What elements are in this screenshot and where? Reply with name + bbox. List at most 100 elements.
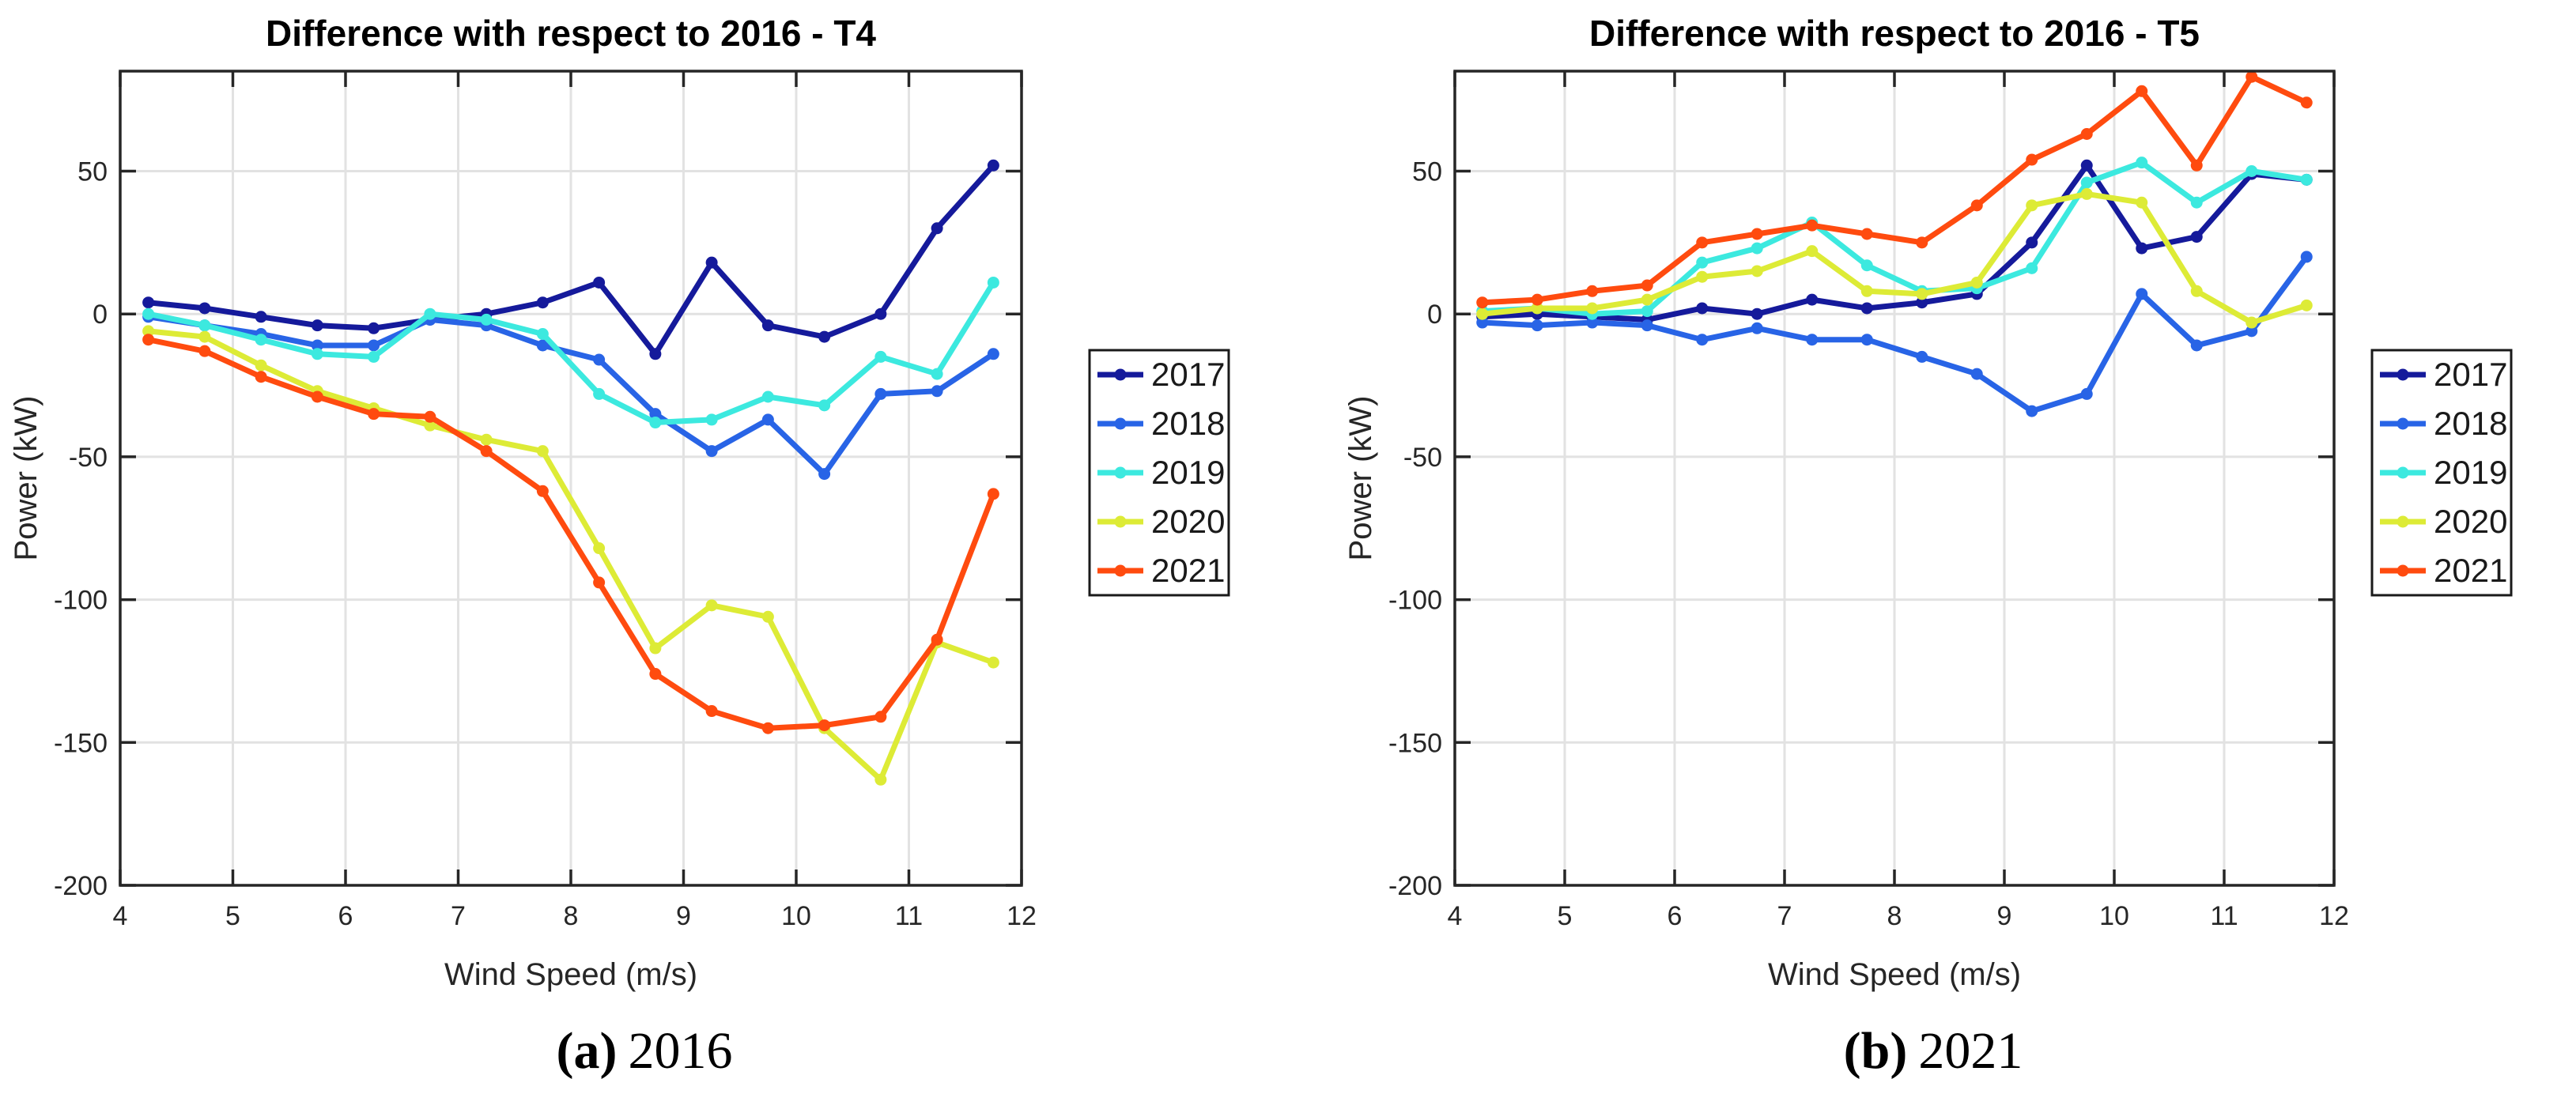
data-point: [2026, 262, 2038, 274]
data-point: [2300, 96, 2313, 109]
data-point: [2026, 153, 2038, 166]
data-point: [2190, 231, 2203, 243]
legend-marker-sample: [1114, 466, 1127, 479]
y-tick-label: 50: [1412, 157, 1442, 187]
y-tick-label: -50: [1403, 443, 1442, 473]
data-point: [1751, 265, 1763, 277]
data-point: [2246, 316, 2258, 329]
data-point: [2300, 173, 2313, 186]
series-2021: [1476, 70, 2313, 309]
data-point: [368, 322, 380, 334]
data-point: [1586, 316, 1599, 329]
data-point: [1696, 302, 1709, 315]
series-2020-line: [145, 328, 996, 783]
data-point: [1860, 228, 1873, 240]
data-point: [2190, 285, 2203, 297]
data-point: [1806, 245, 1819, 258]
data-point: [255, 359, 267, 372]
caption-b: (b) 2021: [1289, 1021, 2576, 1081]
data-point: [480, 445, 493, 458]
x-tick-label: 6: [338, 901, 353, 931]
data-point: [480, 433, 493, 446]
y-tick-label: 0: [1427, 300, 1442, 330]
data-point: [818, 330, 831, 343]
data-point: [1970, 199, 1983, 212]
data-point: [198, 319, 211, 332]
data-point: [142, 325, 155, 338]
legend-label: 2018: [2434, 405, 2507, 442]
data-point: [2246, 70, 2258, 83]
legend-label: 2020: [1151, 503, 1225, 540]
legend-marker-sample: [1114, 564, 1127, 577]
legend-entry-2017: 2017: [1097, 356, 1225, 393]
data-point: [1860, 302, 1873, 315]
tick-marks: [1453, 71, 2336, 887]
data-point: [2080, 128, 2093, 141]
data-point: [705, 445, 718, 458]
data-point: [142, 307, 155, 320]
legend-marker-sample: [2397, 466, 2409, 479]
data-point: [142, 296, 155, 309]
legend-marker-sample: [2397, 368, 2409, 381]
data-point: [649, 668, 662, 681]
x-tick-label: 10: [2099, 901, 2129, 931]
data-point: [649, 348, 662, 360]
data-point: [874, 773, 887, 786]
legend-marker-sample: [1114, 515, 1127, 528]
caption-a-year: 2016: [628, 1022, 733, 1080]
data-point: [1531, 293, 1543, 306]
legend-entry-2021: 2021: [1097, 552, 1225, 589]
series-2018-line: [1479, 254, 2310, 414]
data-point: [198, 330, 211, 343]
data-point: [2026, 199, 2038, 212]
data-point: [311, 339, 323, 352]
data-point: [705, 413, 718, 426]
y-tick-label: 50: [77, 157, 108, 187]
series-2019: [142, 276, 999, 429]
caption-a-marker: (a): [556, 1022, 618, 1080]
data-point: [1696, 256, 1709, 269]
x-tick-label: 7: [451, 901, 466, 931]
data-point: [536, 485, 549, 497]
data-point: [424, 410, 436, 423]
data-point: [2136, 242, 2148, 255]
series-2021-line: [145, 337, 996, 731]
data-point: [705, 705, 718, 718]
data-point: [1476, 316, 1489, 329]
data-point: [705, 256, 718, 269]
legend-label: 2017: [1151, 356, 1225, 393]
legend-entry-2020: 2020: [1097, 503, 1225, 540]
data-point: [1970, 368, 1983, 380]
data-point: [649, 642, 662, 655]
legend-label: 2017: [2434, 356, 2507, 393]
legend: 2017 2018 2019 2020 2021: [2370, 349, 2513, 597]
data-point: [2080, 387, 2093, 400]
series-2019-line: [1479, 160, 2310, 317]
data-point: [818, 399, 831, 412]
legend-label: 2021: [1151, 552, 1225, 589]
data-point: [987, 159, 999, 172]
chart-b-difference-t5: 4 5 6 7 8 9 10 11 12 50 0 -50 -100 -150 -200 Difference…: [1289, 0, 2576, 1094]
x-tick-label: 8: [1887, 901, 1902, 931]
y-tick-label: -100: [1388, 586, 1442, 616]
data-point: [2300, 251, 2313, 263]
x-tick-label: 6: [1668, 901, 1683, 931]
x-tick-label: 10: [781, 901, 811, 931]
caption-b-marker: (b): [1843, 1022, 1908, 1080]
legend-label: 2021: [2434, 552, 2507, 589]
series-2020: [1476, 187, 2313, 329]
data-point: [761, 390, 774, 403]
data-point: [1916, 288, 1928, 300]
data-point: [480, 313, 493, 326]
data-point: [2136, 196, 2148, 209]
data-point: [1696, 334, 1709, 346]
data-point: [1641, 293, 1653, 306]
data-point: [593, 576, 606, 589]
x-tick-label: 12: [2319, 901, 2349, 931]
data-point: [1641, 305, 1653, 318]
data-point: [1860, 259, 1873, 272]
data-point: [536, 296, 549, 309]
caption-a: (a) 2016: [0, 1021, 1289, 1081]
chart-a-difference-t4: 4 5 6 7 8 9 10 11 12 50 0 -50 -100 -150 -200 Difference…: [9, 13, 1230, 992]
y-tick-label: -200: [54, 871, 108, 901]
